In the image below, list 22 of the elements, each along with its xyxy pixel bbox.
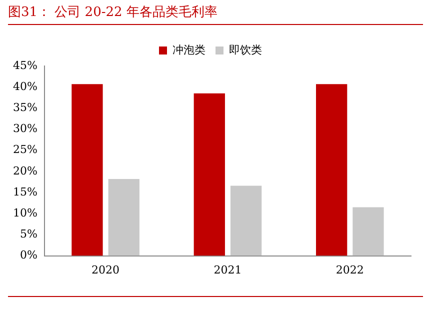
- y-tick-label: 10%: [12, 206, 38, 220]
- bar: [316, 84, 348, 256]
- y-tick-label: 20%: [12, 164, 38, 178]
- bar: [230, 186, 262, 256]
- chart-title: 图31： 公司 20-22 年各品类毛利率: [8, 2, 423, 25]
- y-tick-label: 30%: [12, 122, 38, 136]
- bar: [72, 84, 103, 256]
- bar: [352, 207, 384, 256]
- legend-label: 即饮类: [229, 43, 262, 56]
- x-tick-label: 2020: [92, 263, 120, 276]
- bar: [108, 179, 140, 256]
- y-tick-label: 5%: [20, 228, 38, 241]
- x-tick-label: 2021: [214, 263, 242, 276]
- bar: [194, 93, 225, 256]
- x-tick-label: 2022: [336, 263, 364, 276]
- y-tick-label: 0%: [20, 248, 38, 262]
- y-tick-label: 15%: [12, 185, 38, 198]
- y-tick-label: 35%: [12, 101, 38, 114]
- y-tick-label: 25%: [12, 143, 38, 156]
- y-tick-label: 40%: [12, 80, 38, 93]
- y-tick-label: 45%: [12, 58, 38, 72]
- legend-label: 冲泡类: [172, 43, 206, 56]
